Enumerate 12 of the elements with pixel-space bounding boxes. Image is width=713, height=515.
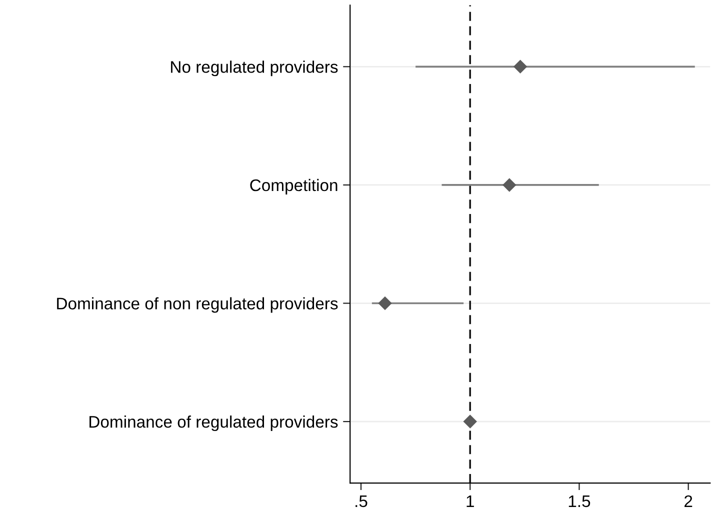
point <box>464 414 477 428</box>
x-tick-label: 1.5 <box>568 495 590 508</box>
y-tick-label: Dominance of regulated providers <box>90 416 338 432</box>
point <box>502 178 516 192</box>
x-tick-label: 2 <box>684 495 692 507</box>
y-tick-label: No regulated providers <box>171 60 338 76</box>
y-tick-label: Dominance of non regulated providers <box>57 297 338 313</box>
y-tick-label: Competition <box>250 178 338 194</box>
x-tick-label: 1 <box>466 495 474 507</box>
point <box>378 296 392 310</box>
point <box>514 60 527 74</box>
x-tick-label: .5 <box>356 495 368 508</box>
